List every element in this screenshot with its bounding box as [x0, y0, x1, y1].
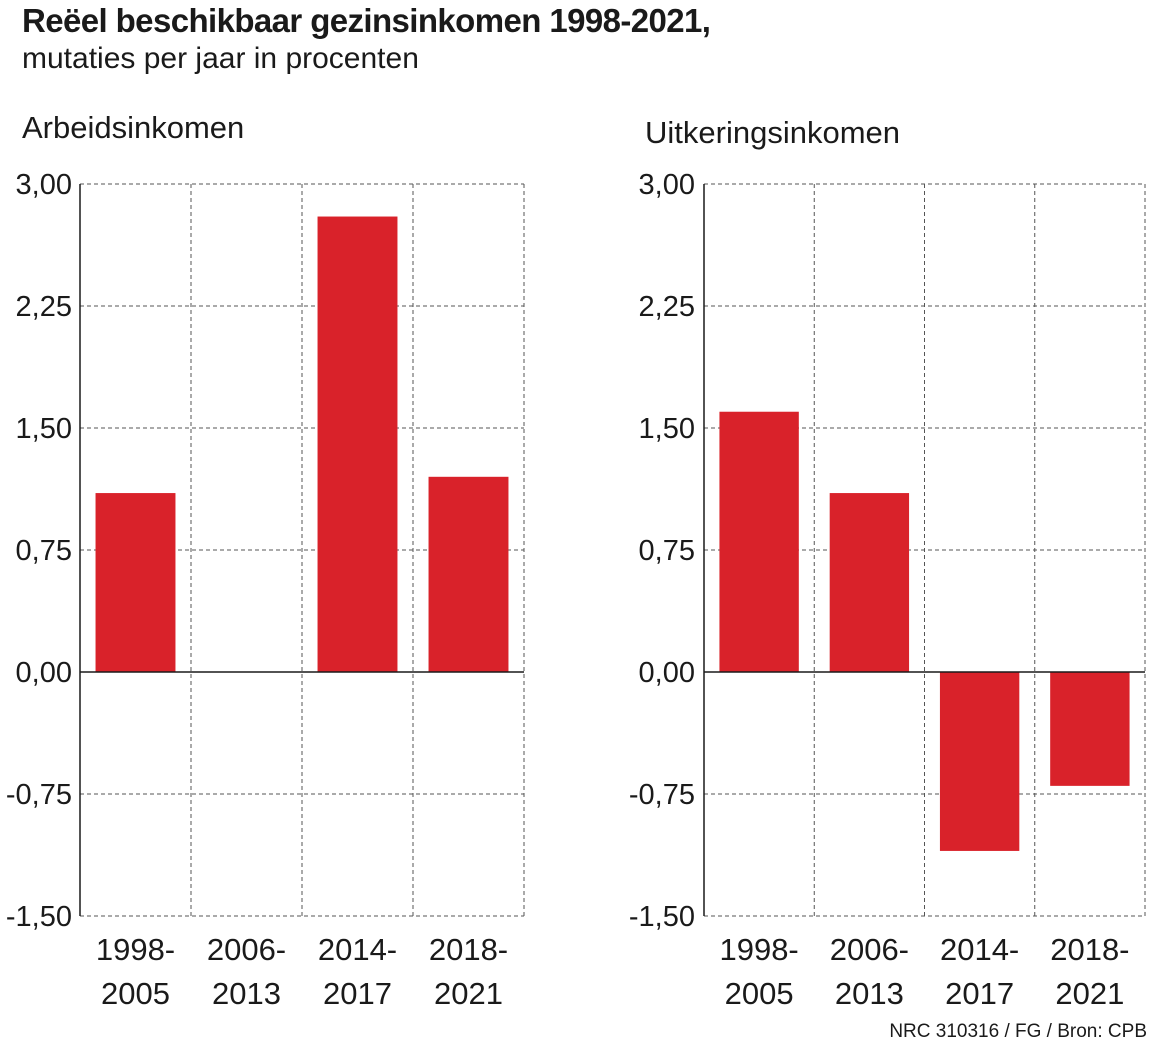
y-tick-label: -1,50 [629, 901, 695, 933]
bar-1 [719, 411, 799, 672]
y-tick-label: 0,75 [639, 535, 695, 567]
x-category-label: 2006- [207, 932, 286, 967]
bar-4 [428, 476, 509, 672]
x-category-label: 1998- [96, 932, 175, 967]
bar-3 [939, 672, 1020, 851]
y-tick-label: 0,00 [639, 657, 695, 689]
x-category-label: 2006- [830, 932, 909, 967]
x-category-label: 2005 [725, 976, 794, 1011]
y-tick-label: 2,25 [16, 291, 72, 323]
y-tick-label: 3,00 [639, 169, 695, 201]
x-category-label: 2018- [429, 932, 508, 967]
x-category-label: 2005 [101, 976, 170, 1011]
chart-subtitle: mutaties per jaar in procenten [22, 42, 419, 75]
panel-title: Uitkeringsinkomen [645, 115, 900, 150]
y-tick-label: -1,50 [6, 901, 72, 933]
x-category-label: 2018- [1050, 932, 1129, 967]
bar-4 [1050, 672, 1130, 786]
x-category-label: 2013 [212, 976, 281, 1011]
chart-panel-1: Arbeidsinkomen 3,00 2,25 1,50 0,75 0,00 -0,75 -… [6, 110, 525, 1011]
x-category-label: 2014- [940, 932, 1019, 967]
x-category-label: 2017 [945, 976, 1014, 1011]
x-category-label: 2021 [1055, 976, 1124, 1011]
x-category-label: 1998- [719, 932, 798, 967]
source-credit: NRC 310316 / FG / Bron: CPB [889, 1021, 1147, 1042]
x-category-label: 2021 [434, 976, 503, 1011]
y-tick-label: -0,75 [6, 779, 72, 811]
bar-2 [829, 493, 910, 672]
panel-title: Arbeidsinkomen [22, 110, 244, 145]
y-tick-label: 1,50 [639, 413, 695, 445]
y-tick-label: 3,00 [16, 169, 72, 201]
x-category-label: 2017 [323, 976, 392, 1011]
bar-1 [95, 493, 176, 672]
y-tick-label: -0,75 [629, 779, 695, 811]
bar-3 [317, 216, 398, 673]
y-tick-label: 0,00 [16, 657, 72, 689]
y-tick-label: 0,75 [16, 535, 72, 567]
y-tick-label: 2,25 [639, 291, 695, 323]
x-category-label: 2013 [835, 976, 904, 1011]
chart-panel-2: Uitkeringsinkomen 3,00 2,25 1,50 0,75 0,00 -0,… [629, 115, 1146, 1011]
chart-title: Reëel beschikbaar gezinsinkomen 1998-202… [22, 2, 711, 39]
x-category-label: 2014- [318, 932, 397, 967]
y-tick-label: 1,50 [16, 413, 72, 445]
